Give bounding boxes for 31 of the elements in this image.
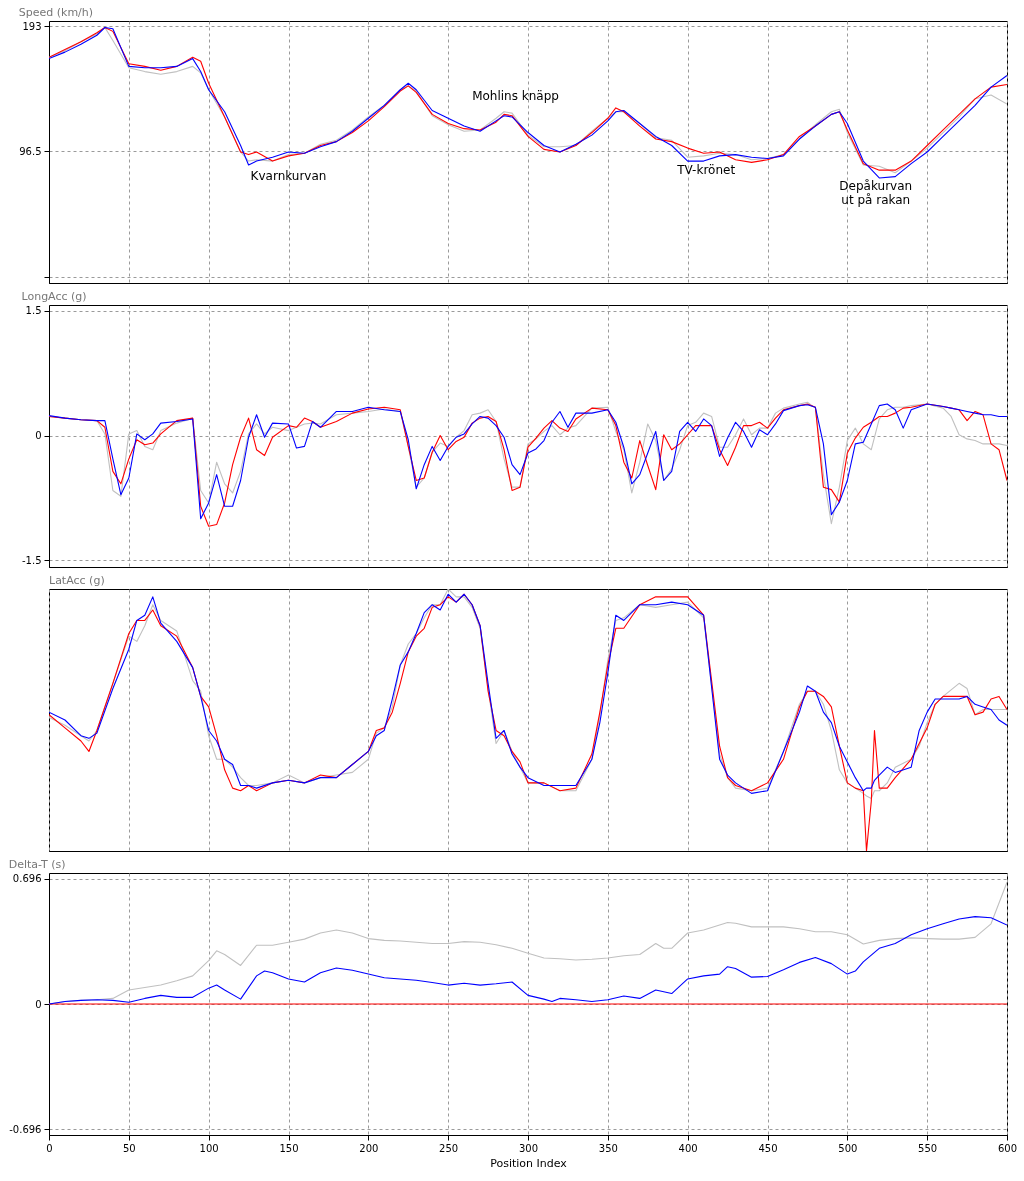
y-tick-label: 193 <box>22 20 42 32</box>
annotation: Kvarnkurvan <box>250 168 327 183</box>
annotation: Depåkurvan ut på rakan <box>839 179 913 208</box>
y-axis-title: Speed (km/h) <box>18 6 94 19</box>
x-tick-label: 300 <box>518 1142 539 1154</box>
x-tick-label: 150 <box>279 1142 299 1154</box>
x-tick-label: 500 <box>838 1142 858 1154</box>
y-tick-label: -1.5 <box>21 554 42 566</box>
x-tick-label: 350 <box>598 1142 618 1154</box>
x-tick-label: 550 <box>918 1142 938 1154</box>
x-tick-label: 50 <box>122 1142 136 1154</box>
y-tick-label: -0.696 <box>9 1123 42 1135</box>
y-tick-label: 0 <box>35 430 42 442</box>
x-tick-label: 250 <box>439 1142 459 1154</box>
y-axis-title: Delta-T (s) <box>8 858 66 871</box>
x-tick-label: 200 <box>359 1142 379 1154</box>
x-tick-label: 0 <box>46 1142 53 1154</box>
x-tick-label: 450 <box>758 1142 778 1154</box>
annotation: TV-krönet <box>676 163 736 178</box>
x-tick-label: 400 <box>678 1142 698 1154</box>
y-axis-title: LongAcc (g) <box>21 290 87 303</box>
line-series <box>49 916 1007 1005</box>
x-axis-title: Position Index <box>490 1156 568 1170</box>
y-axis-title: LatAcc (g) <box>49 574 105 587</box>
y-tick-label: 0 <box>35 998 42 1010</box>
y-tick-label: 96.5 <box>19 145 42 157</box>
annotation: Mohlins knäpp <box>472 88 559 103</box>
y-tick-label: 0.696 <box>12 873 42 885</box>
x-tick-label: 600 <box>997 1142 1018 1154</box>
x-tick-label: 100 <box>199 1142 219 1154</box>
y-tick-label: 1.5 <box>25 305 42 317</box>
